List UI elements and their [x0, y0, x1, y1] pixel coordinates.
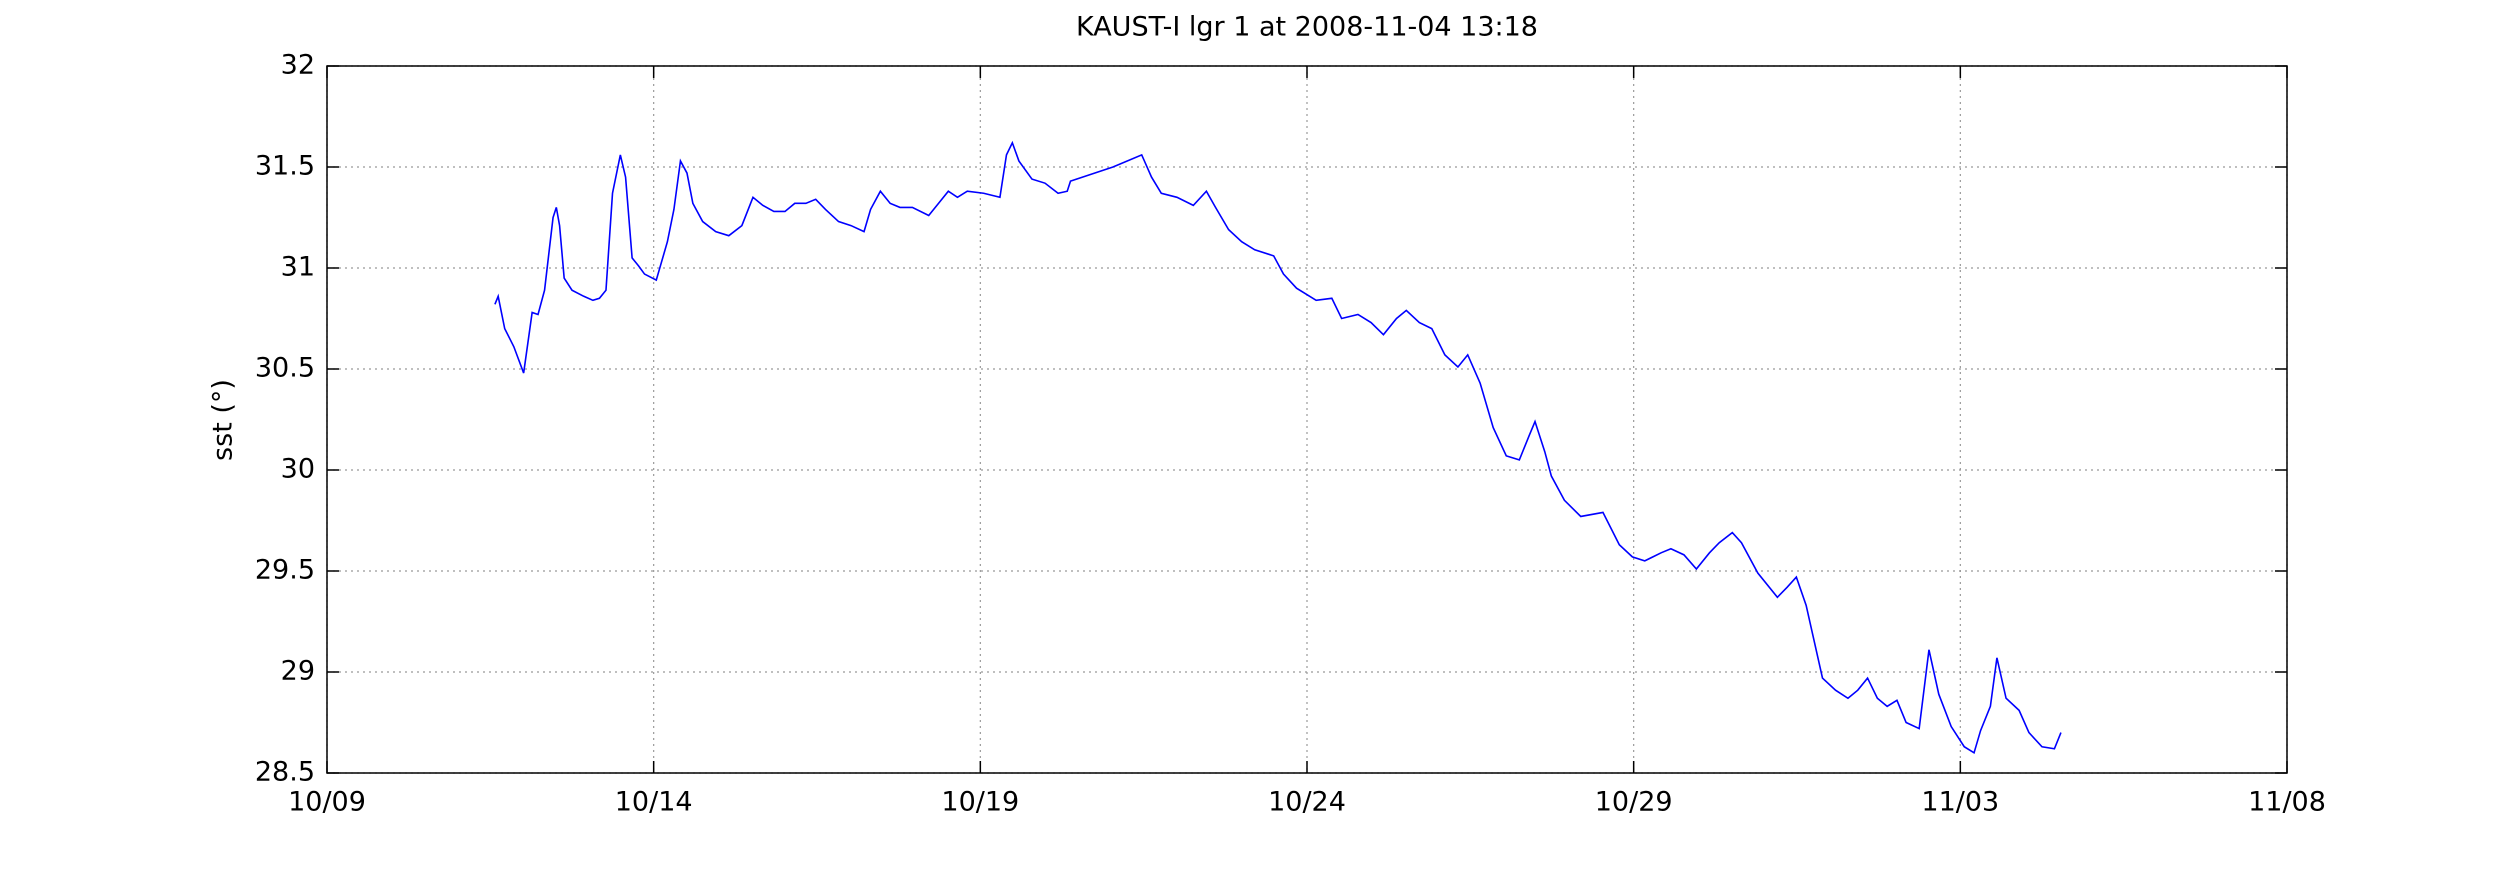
y-tick-label: 30: [281, 454, 315, 485]
y-tick-label: 31: [281, 252, 315, 283]
y-tick-label: 31.5: [255, 151, 315, 182]
x-tick-label: 10/19: [941, 787, 1019, 818]
y-tick-label: 29: [281, 656, 315, 687]
x-tick-label: 11/03: [1921, 787, 1999, 818]
plot-frame: [326, 65, 2288, 774]
y-axis-label: sst (°): [208, 379, 239, 461]
x-tick-label: 10/24: [1268, 787, 1346, 818]
y-tick-label: 28.5: [255, 757, 315, 788]
y-tick-label: 29.5: [255, 555, 315, 586]
y-tick-label: 32: [281, 50, 315, 81]
x-tick-label: 11/08: [2248, 787, 2326, 818]
x-tick-label: 10/09: [288, 787, 366, 818]
x-tick-label: 10/29: [1595, 787, 1673, 818]
chart-title: KAUST-I lgr 1 at 2008-11-04 13:18: [1076, 12, 1538, 43]
x-tick-label: 10/14: [615, 787, 693, 818]
y-tick-label: 30.5: [255, 353, 315, 384]
data-line: [494, 140, 2062, 755]
